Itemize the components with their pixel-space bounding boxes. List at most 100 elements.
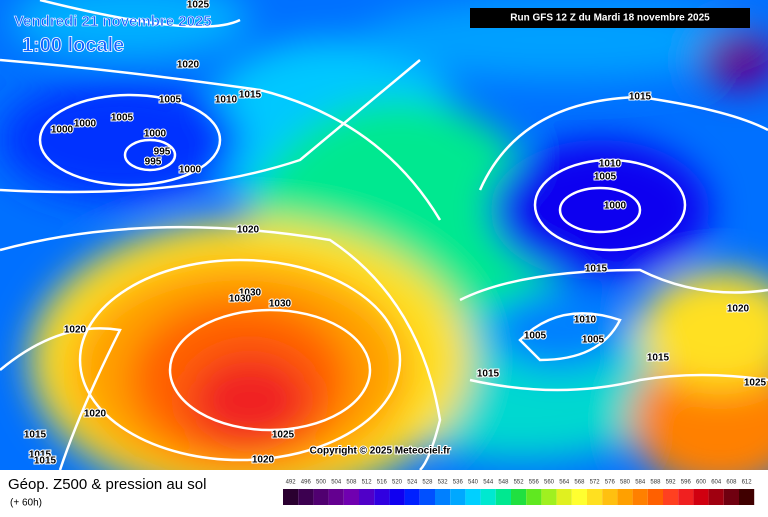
- isobar-label: 1015: [585, 264, 608, 275]
- scale-label: 532: [438, 480, 449, 486]
- isobar-label: 995: [154, 147, 171, 158]
- isobar-label: 1020: [252, 455, 275, 466]
- scale-label: 572: [590, 480, 601, 486]
- scale-label: 504: [331, 480, 342, 486]
- scale-swatch: [343, 489, 359, 505]
- isobar-label: 1010: [599, 159, 622, 170]
- scale-swatch: [632, 489, 648, 505]
- scale-swatch: [511, 489, 527, 505]
- isobar-label: 1000: [604, 201, 627, 212]
- scale-swatch: [404, 489, 420, 505]
- scale-label: 540: [468, 480, 479, 486]
- isobar-label: 1005: [582, 335, 605, 346]
- scale-swatch: [526, 489, 542, 505]
- scale-label: 524: [407, 480, 418, 486]
- isobar-label: 1020: [64, 325, 87, 336]
- scale-swatch: [678, 489, 694, 505]
- isobar-label: 1030: [239, 288, 262, 299]
- isobar-label: 1005: [524, 331, 547, 342]
- scale-label: 516: [377, 480, 388, 486]
- scale-swatch: [617, 489, 633, 505]
- footer-lead: (+ 60h): [10, 498, 42, 509]
- scale-swatch: [465, 489, 481, 505]
- scale-swatch: [480, 489, 496, 505]
- isobar-label: 1015: [629, 92, 652, 103]
- scale-label: 528: [422, 480, 433, 486]
- scale-swatch: [419, 489, 435, 505]
- scale-label: 568: [574, 480, 585, 486]
- scale-swatch: [435, 489, 451, 505]
- scale-label: 552: [514, 480, 525, 486]
- local-time: 1:00 locale: [22, 34, 124, 56]
- scale-label: 580: [620, 480, 631, 486]
- scale-swatch: [541, 489, 557, 505]
- scale-label: 564: [559, 480, 570, 486]
- isobar-label: 1020: [727, 304, 750, 315]
- scale-label: 548: [498, 480, 509, 486]
- scale-swatch: [693, 489, 709, 505]
- run-box: [470, 8, 750, 28]
- scale-label: 608: [726, 480, 737, 486]
- isobar-label: 1030: [269, 299, 292, 310]
- scale-label: 604: [711, 480, 722, 486]
- isobar-label: 1015: [29, 450, 52, 461]
- scale-label: 536: [453, 480, 464, 486]
- scale-label: 612: [742, 480, 753, 486]
- scale-swatch: [587, 489, 603, 505]
- isobar-label: 1000: [51, 125, 74, 136]
- scale-label: 508: [346, 480, 357, 486]
- isobar-label: 1020: [237, 225, 260, 236]
- forecast-date: Vendredi 21 novembre 2025: [14, 13, 212, 30]
- isobar-label: 1000: [179, 165, 202, 176]
- scale-swatch: [359, 489, 375, 505]
- isobar-label: 1025: [744, 378, 767, 389]
- scale-swatch: [571, 489, 587, 505]
- isobar-label: 1005: [594, 172, 617, 183]
- scale-label: 588: [650, 480, 661, 486]
- isobar-label: 1015: [34, 456, 57, 467]
- isobar-label: 1025: [187, 0, 210, 11]
- isobar-label: 1005: [111, 113, 134, 124]
- run-info: Run GFS 12 Z du Mardi 18 novembre 2025: [510, 13, 710, 24]
- scale-label: 496: [301, 480, 312, 486]
- scale-label: 544: [483, 480, 494, 486]
- isobar-label: 1000: [144, 129, 167, 140]
- geopotential-field: [0, 0, 768, 500]
- scale-label: 492: [286, 480, 297, 486]
- scale-label: 576: [605, 480, 616, 486]
- scale-swatch: [602, 489, 618, 505]
- isobar-label: 1020: [177, 60, 200, 71]
- scale-swatch: [450, 489, 466, 505]
- isobar-label: 1005: [159, 95, 182, 106]
- isobar-label: 1015: [477, 369, 500, 380]
- isobar-label: 1010: [574, 315, 597, 326]
- scale-swatch: [283, 489, 299, 505]
- isobars: [0, 0, 768, 471]
- scale-label: 592: [666, 480, 677, 486]
- scale-label: 596: [681, 480, 692, 486]
- scale-swatch: [647, 489, 663, 505]
- copyright: Copyright © 2025 Meteociel.fr: [310, 446, 451, 457]
- isobar-label: 1000: [74, 119, 97, 130]
- isobar-label: 1015: [647, 353, 670, 364]
- scale-swatch: [739, 489, 755, 505]
- scale-label: 520: [392, 480, 403, 486]
- isobar-label: 1015: [239, 90, 262, 101]
- scale-swatch: [723, 489, 739, 505]
- isobar-label: 995: [145, 157, 162, 168]
- scale-swatch: [556, 489, 572, 505]
- scale-swatch: [313, 489, 329, 505]
- scale-label: 560: [544, 480, 555, 486]
- isobar-label: 1030: [229, 294, 252, 305]
- scale-swatch: [374, 489, 390, 505]
- isobar-label: 1015: [24, 430, 47, 441]
- scale-swatch: [708, 489, 724, 505]
- scale-swatch: [389, 489, 405, 505]
- scale-label: 556: [529, 480, 540, 486]
- isobar-label: 1020: [84, 409, 107, 420]
- scale-swatch: [663, 489, 679, 505]
- footer-title: Géop. Z500 & pression au sol: [8, 476, 206, 493]
- scale-swatch: [298, 489, 314, 505]
